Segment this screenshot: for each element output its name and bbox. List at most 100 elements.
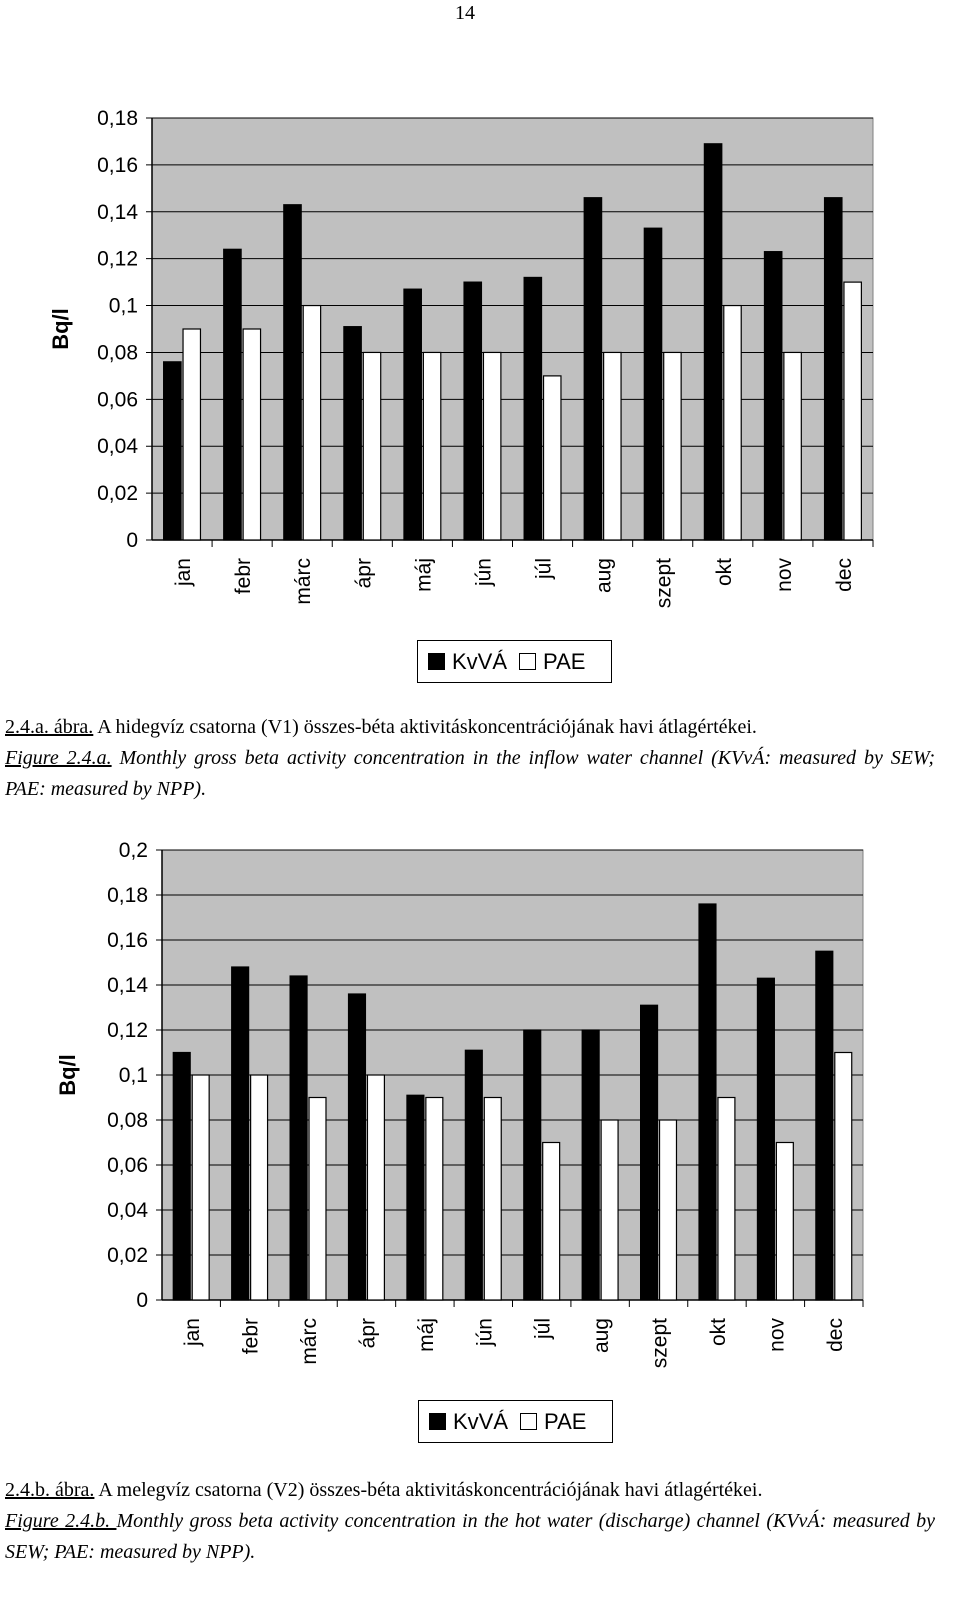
bar-kvva-jún [464,1049,483,1301]
chart-a-caption: 2.4.a. ábra. A hidegvíz csatorna (V1) ös… [5,712,935,805]
chart-a-legend: KvVÁ PAE [417,640,612,683]
x-tick-label: febr [232,558,255,594]
bar-pae-szept [663,351,682,541]
page-number: 14 [455,2,475,24]
y-tick-label: 0,06 [97,388,138,411]
bar-pae-dec [834,1051,853,1301]
y-tick-label: 0,08 [107,1109,148,1132]
legend-item-kvva: KvVÁ [428,649,507,675]
bar-kvva-máj [403,288,422,541]
legend-label-kvva: KvVÁ [452,648,508,674]
x-tick-label: aug [590,1318,613,1353]
x-tick-label: márc [298,1318,321,1365]
chart-b-caption: 2.4.b. ábra. A melegvíz csatorna (V2) ös… [5,1475,935,1568]
bar-kvva-ápr [347,993,367,1301]
bar-kvva-dec [823,197,843,541]
x-tick-label: júl [532,1318,555,1340]
x-tick-label: jún [473,1318,496,1347]
legend-item-kvva: KvVÁ [429,1409,508,1435]
bar-pae-aug [603,351,622,541]
caption-a-hu-text: A hidegvíz csatorna (V1) összes-béta akt… [93,716,757,738]
bar-pae-ápr [366,1074,385,1301]
x-tick-label: nov [773,558,796,592]
bar-kvva-júl [523,276,543,541]
caption-b-hu-text: A melegvíz csatorna (V2) összes-béta akt… [94,1479,763,1501]
bar-pae-nov [783,351,802,541]
bar-kvva-nov [756,977,775,1301]
legend-swatch-pae [520,1413,538,1430]
chart-a: 0 0,02 0,04 0,06 0,08 0,1 0,12 0,14 0,16 0,18 jan f… [0,0,960,640]
y-tick-label: 0 [126,529,138,552]
bar-kvva-szept [640,1004,659,1301]
chart-b: 0 0,02 0,04 0,06 0,08 0,1 0,12 0,14 0,16 0,18 0,2 j… [0,830,960,1400]
x-tick-label: szept [653,558,676,608]
bar-kvva-máj [406,1094,425,1301]
chart-b-svg: 0 0,02 0,04 0,06 0,08 0,1 0,12 0,14 0,16 0,18 0,2 j… [55,839,864,1368]
chart-b-legend: KvVÁ PAE [418,1400,613,1443]
y-tick-label: 0,18 [97,107,138,130]
bar-pae-nov [775,1141,794,1301]
bar-kvva-dec [815,950,834,1301]
y-axis-title: Bq/l [48,308,73,350]
legend-label-pae: PAE [543,648,586,674]
y-tick-label: 0,2 [119,839,148,862]
y-tick-label: 0,1 [109,295,138,318]
x-tick-label: szept [649,1318,672,1368]
bar-kvva-ápr [343,326,362,541]
bar-pae-jan [191,1074,210,1301]
bar-pae-ápr [362,351,382,541]
legend-label-kvva: KvVÁ [453,1408,509,1434]
caption-b-en: Figure 2.4.b. Monthly gross beta activit… [5,1506,935,1568]
legend-label-pae: PAE [544,1408,587,1434]
bar-kvva-jan [172,1051,191,1301]
y-tick-label: 0,04 [107,1199,148,1222]
bar-pae-szept [658,1119,678,1301]
legend-item-pae: PAE [519,649,585,675]
y-tick-label: 0,04 [97,435,138,458]
x-tick-label: ápr [356,1318,379,1348]
x-tick-label: febr [240,1318,263,1354]
y-tick-label: 0,02 [97,482,138,505]
legend-swatch-kvva [428,653,445,670]
bar-pae-dec [843,281,862,541]
caption-b-hu: 2.4.b. ábra. A melegvíz csatorna (V2) ös… [5,1475,935,1506]
bar-kvva-febr [231,966,250,1301]
y-tick-label: 0,02 [107,1244,148,1267]
x-tick-label: okt [713,558,736,586]
bar-pae-aug [600,1119,619,1301]
x-tick-label: máj [412,558,435,592]
bar-kvva-júl [523,1029,542,1301]
bar-pae-márc [302,304,322,541]
x-tick-label: jan [172,558,195,587]
bar-pae-jún [483,1096,502,1301]
bar-pae-okt [717,1096,736,1301]
bar-pae-febr [250,1074,269,1301]
bar-kvva-febr [223,248,242,541]
x-tick-label: márc [292,558,315,605]
y-tick-label: 0,16 [97,154,138,177]
bar-kvva-okt [698,903,717,1301]
x-tick-label: okt [707,1318,730,1346]
y-tick-label: 0,12 [97,248,138,271]
y-tick-label: 0,16 [107,929,148,952]
y-tick-label: 0,08 [97,341,138,364]
x-tick-label: máj [415,1318,438,1352]
caption-a-en: Figure 2.4.a. Monthly gross beta activit… [5,743,935,805]
legend-swatch-pae [519,653,537,670]
y-tick-label: 0,1 [119,1064,148,1087]
chart-a-svg: 0 0,02 0,04 0,06 0,08 0,1 0,12 0,14 0,16 0,18 jan f… [48,107,874,608]
y-tick-label: 0,14 [97,201,138,224]
caption-b-hu-ref: 2.4.b. ábra. [5,1479,95,1501]
plot-area [151,117,874,541]
bar-kvva-márc [289,975,308,1301]
x-tick-label: aug [593,558,616,593]
bar-kvva-jan [163,361,182,541]
bar-pae-febr [242,328,262,541]
bar-pae-jún [482,351,502,541]
caption-a-hu: 2.4.a. ábra. A hidegvíz csatorna (V1) ös… [5,712,935,743]
bar-pae-júl [542,375,562,541]
y-tick-label: 0,06 [107,1154,148,1177]
bar-kvva-aug [583,197,603,541]
caption-b-en-text: Monthly gross beta activity concentratio… [5,1510,935,1563]
bar-kvva-márc [283,204,302,541]
